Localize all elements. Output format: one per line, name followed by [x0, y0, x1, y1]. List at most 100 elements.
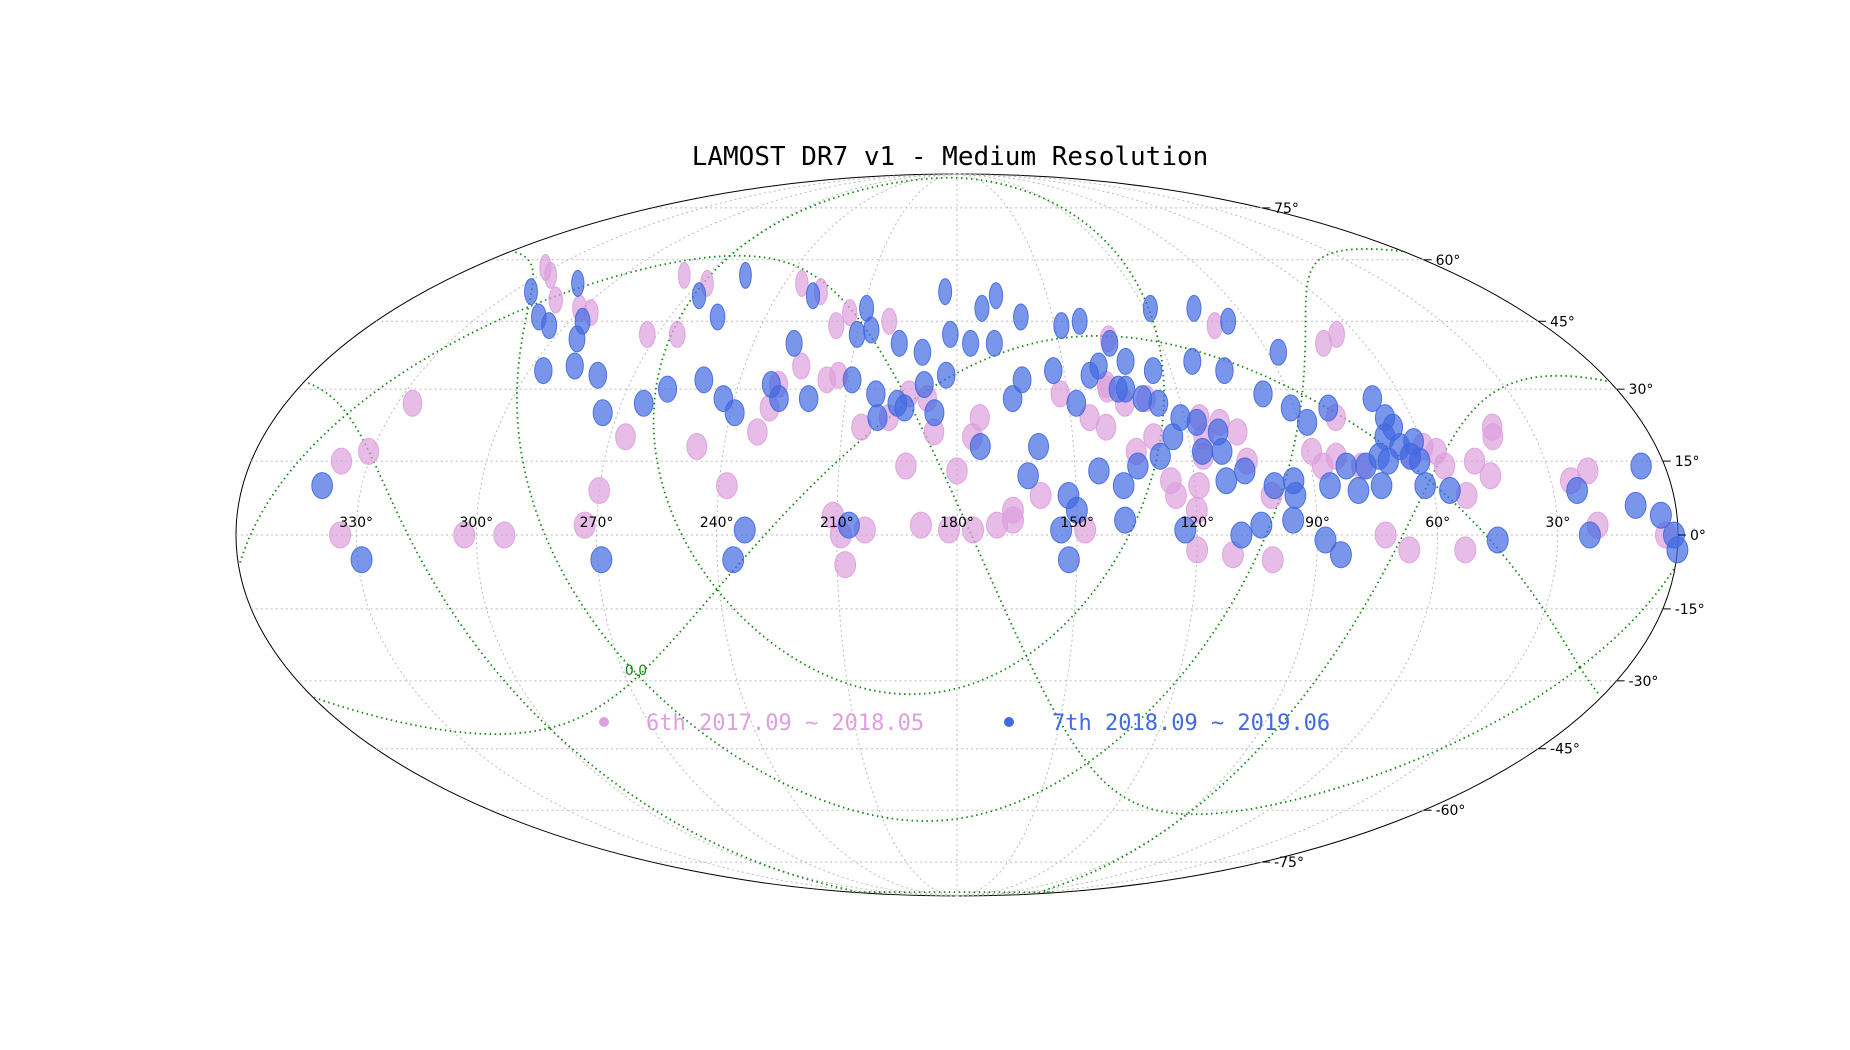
data-point: [1234, 457, 1256, 485]
data-point: [1318, 394, 1339, 422]
data-point: [1301, 437, 1323, 465]
data-point: [1053, 312, 1070, 340]
data-point: [1050, 516, 1073, 544]
meridian-gridline: [595, 173, 958, 897]
data-point: [842, 366, 862, 394]
data-point: [805, 282, 821, 310]
data-point: [1250, 511, 1273, 539]
data-point: [962, 516, 985, 544]
data-point: [1089, 352, 1108, 380]
data-point: [1269, 338, 1288, 366]
data-point: [1165, 481, 1187, 509]
data-point: [677, 261, 691, 289]
data-point: [588, 361, 608, 389]
y-tick-label: 0°: [1690, 528, 1706, 544]
data-point: [534, 357, 553, 385]
data-point: [1148, 389, 1169, 417]
data-point: [524, 278, 538, 306]
data-point: [1183, 347, 1202, 375]
data-point: [615, 423, 636, 451]
data-point: [837, 511, 860, 539]
galactic-gridline: [514, 248, 1403, 822]
x-tick-label: 300°: [459, 515, 493, 531]
data-point: [1116, 347, 1135, 375]
x-tick-label: 60°: [1425, 515, 1450, 531]
data-point: [859, 294, 875, 322]
data-point: [1220, 307, 1237, 335]
data-point: [969, 404, 990, 432]
data-point: [848, 320, 866, 348]
data-point: [1576, 457, 1599, 485]
data-point: [1263, 472, 1286, 500]
data-point: [1132, 385, 1153, 413]
data-point: [590, 546, 613, 574]
legend-marker-7th: [1004, 717, 1014, 727]
data-point: [881, 307, 898, 335]
x-tick-label: 150°: [1060, 515, 1094, 531]
galactic-zero-label: 0.0: [625, 663, 647, 679]
data-point: [1253, 380, 1273, 408]
data-point: [1439, 477, 1461, 505]
data-point: [686, 432, 708, 460]
data-point: [565, 352, 584, 380]
data-point: [574, 307, 591, 335]
data-point: [1362, 385, 1383, 413]
data-point: [747, 418, 768, 446]
data-point: [969, 432, 991, 460]
data-point: [985, 329, 1003, 357]
data-point: [350, 546, 373, 574]
data-point: [722, 546, 745, 574]
data-point: [1329, 541, 1352, 569]
data-point: [1012, 366, 1032, 394]
data-point: [1188, 472, 1210, 500]
data-point: [1398, 536, 1421, 564]
data-point: [1101, 329, 1119, 357]
data-point: [724, 399, 745, 427]
data-point: [890, 329, 908, 357]
y-tick-label: -60°: [1436, 803, 1466, 819]
data-point: [761, 370, 781, 398]
y-tick-label: 45°: [1550, 314, 1575, 330]
x-tick-label: 270°: [580, 515, 614, 531]
data-point: [1261, 546, 1284, 574]
data-point: [1088, 457, 1110, 485]
data-point: [1071, 307, 1088, 335]
legend-label-7th: 7th 2018.09 ~ 2019.06: [1052, 711, 1330, 736]
data-point: [1206, 312, 1223, 340]
data-point: [1566, 477, 1588, 505]
data-point: [311, 472, 333, 500]
data-point: [1044, 357, 1063, 385]
data-point: [938, 278, 953, 306]
data-point: [1029, 481, 1052, 509]
data-point: [544, 261, 558, 289]
data-point: [792, 352, 811, 380]
x-tick-label: 330°: [339, 515, 373, 531]
data-point: [1149, 442, 1171, 470]
data-point: [1057, 546, 1080, 574]
data-point: [1282, 467, 1305, 495]
data-point: [867, 404, 888, 432]
data-point: [1112, 472, 1135, 500]
data-point: [909, 511, 932, 539]
data-point: [1230, 521, 1253, 549]
data-point: [402, 389, 423, 417]
data-points-layer: [311, 254, 1689, 579]
data-point: [1028, 432, 1050, 460]
data-point: [936, 361, 956, 389]
data-point: [541, 312, 558, 340]
meridian-gridline: [956, 173, 1439, 897]
data-point: [1017, 462, 1039, 490]
data-point: [914, 370, 934, 398]
data-point: [330, 447, 353, 475]
data-point: [588, 477, 611, 505]
y-tick-label: -75°: [1274, 855, 1304, 871]
data-point: [1001, 496, 1024, 524]
data-point: [887, 389, 908, 417]
data-point: [795, 269, 809, 297]
data-point: [571, 269, 585, 297]
x-tick-label: 120°: [1180, 515, 1214, 531]
data-point: [1578, 521, 1601, 549]
data-point: [1191, 437, 1214, 465]
data-point: [1374, 521, 1397, 549]
